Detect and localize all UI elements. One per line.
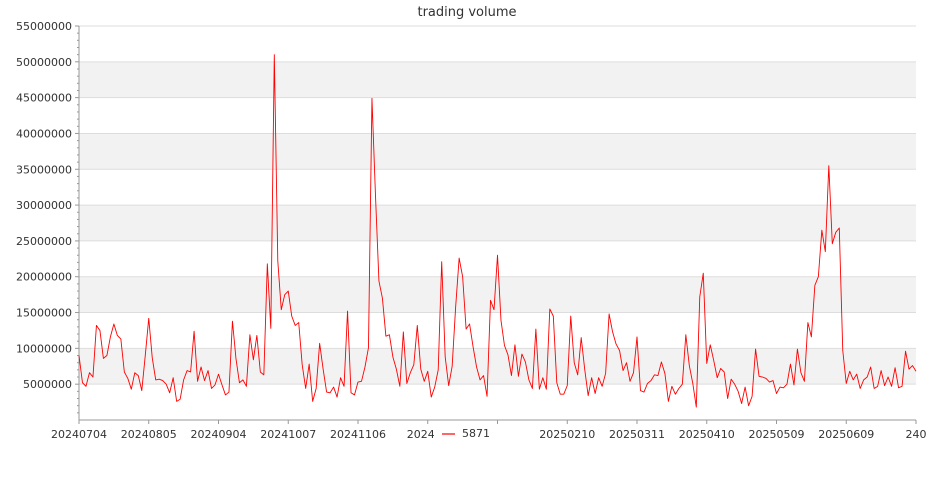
x-tick-label: 20241106 [330, 428, 386, 441]
x-tick-label: 20250311 [609, 428, 665, 441]
grid-bands [79, 61, 916, 385]
y-tick-label: 45000000 [16, 92, 72, 105]
y-tick-label: 25000000 [16, 235, 72, 248]
grid-band [79, 348, 916, 385]
grid-band [79, 61, 916, 98]
y-tick-label: 5000000 [23, 378, 72, 391]
x-tick-label: 20250609 [818, 428, 874, 441]
grid-band [79, 133, 916, 170]
x-tick-label: 20250509 [749, 428, 805, 441]
grid-band [79, 276, 916, 313]
y-tick-label: 40000000 [16, 127, 72, 140]
x-tick-label: 240 [906, 428, 927, 441]
y-tick-label: 15000000 [16, 307, 72, 320]
chart-title: trading volume [417, 5, 516, 20]
grid-band [79, 205, 916, 241]
legend-label: 5871 [462, 427, 490, 440]
x-tick-label: 20240904 [191, 428, 247, 441]
y-tick-label: 35000000 [16, 163, 72, 176]
x-tick-label: 20240805 [121, 428, 177, 441]
x-tick-label: 20241007 [260, 428, 316, 441]
x-axis: 20240704 20240805 20240904 20241007 20241106… [51, 419, 927, 441]
y-tick-label: 55000000 [16, 20, 72, 33]
y-tick-label: 20000000 [16, 271, 72, 284]
grid-lines [79, 25, 916, 385]
y-axis: 5000000 10000000 15000000 20000000 25000000 3… [16, 20, 80, 420]
y-tick-label: 50000000 [16, 56, 72, 69]
y-tick-label: 10000000 [16, 342, 72, 355]
legend-background [434, 426, 514, 440]
legend: 5871 [434, 426, 514, 440]
x-tick-label: 20240704 [51, 428, 107, 441]
x-tick-label: 20250210 [539, 428, 595, 441]
series-layer [78, 54, 917, 408]
series-line-5871 [78, 54, 917, 408]
x-tick-label: 20250410 [679, 428, 735, 441]
y-tick-label: 30000000 [16, 199, 72, 212]
